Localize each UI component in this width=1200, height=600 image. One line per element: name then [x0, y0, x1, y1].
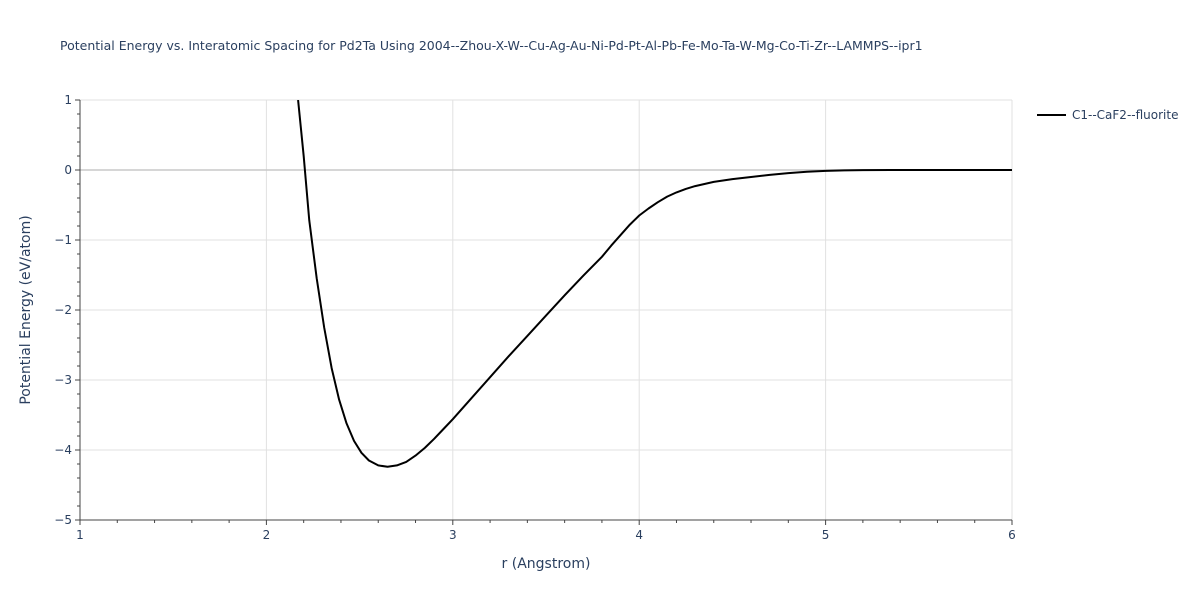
y-tick-label: −5: [54, 513, 72, 527]
x-tick-label: 3: [449, 528, 457, 542]
x-tick-label: 4: [635, 528, 643, 542]
y-tick-label: −2: [54, 303, 72, 317]
x-tick-label: 5: [822, 528, 830, 542]
x-axis-title: r (Angstrom): [502, 556, 591, 572]
series-layer: [297, 100, 1012, 468]
axes-layer: 1 2 3 4 5 6 −5 −4 −3 −2 −1 0 1: [54, 93, 1016, 542]
y-tick-label: −4: [54, 443, 72, 457]
chart-title: Potential Energy vs. Interatomic Spacing…: [60, 38, 923, 53]
legend[interactable]: C1--CaF2--fluorite: [1037, 108, 1178, 122]
grid-layer: [80, 99, 1013, 520]
series-line-0[interactable]: [297, 100, 1012, 468]
x-tick-label: 1: [76, 528, 84, 542]
y-axis-title: Potential Energy (eV/atom): [18, 215, 34, 404]
y-tick-label: −1: [54, 233, 72, 247]
legend-label[interactable]: C1--CaF2--fluorite: [1072, 108, 1178, 122]
y-tick-label: 0: [64, 163, 72, 177]
y-tick-label: −3: [54, 373, 72, 387]
x-tick-label: 2: [263, 528, 271, 542]
x-tick-label: 6: [1008, 528, 1016, 542]
y-tick-label: 1: [64, 93, 72, 107]
